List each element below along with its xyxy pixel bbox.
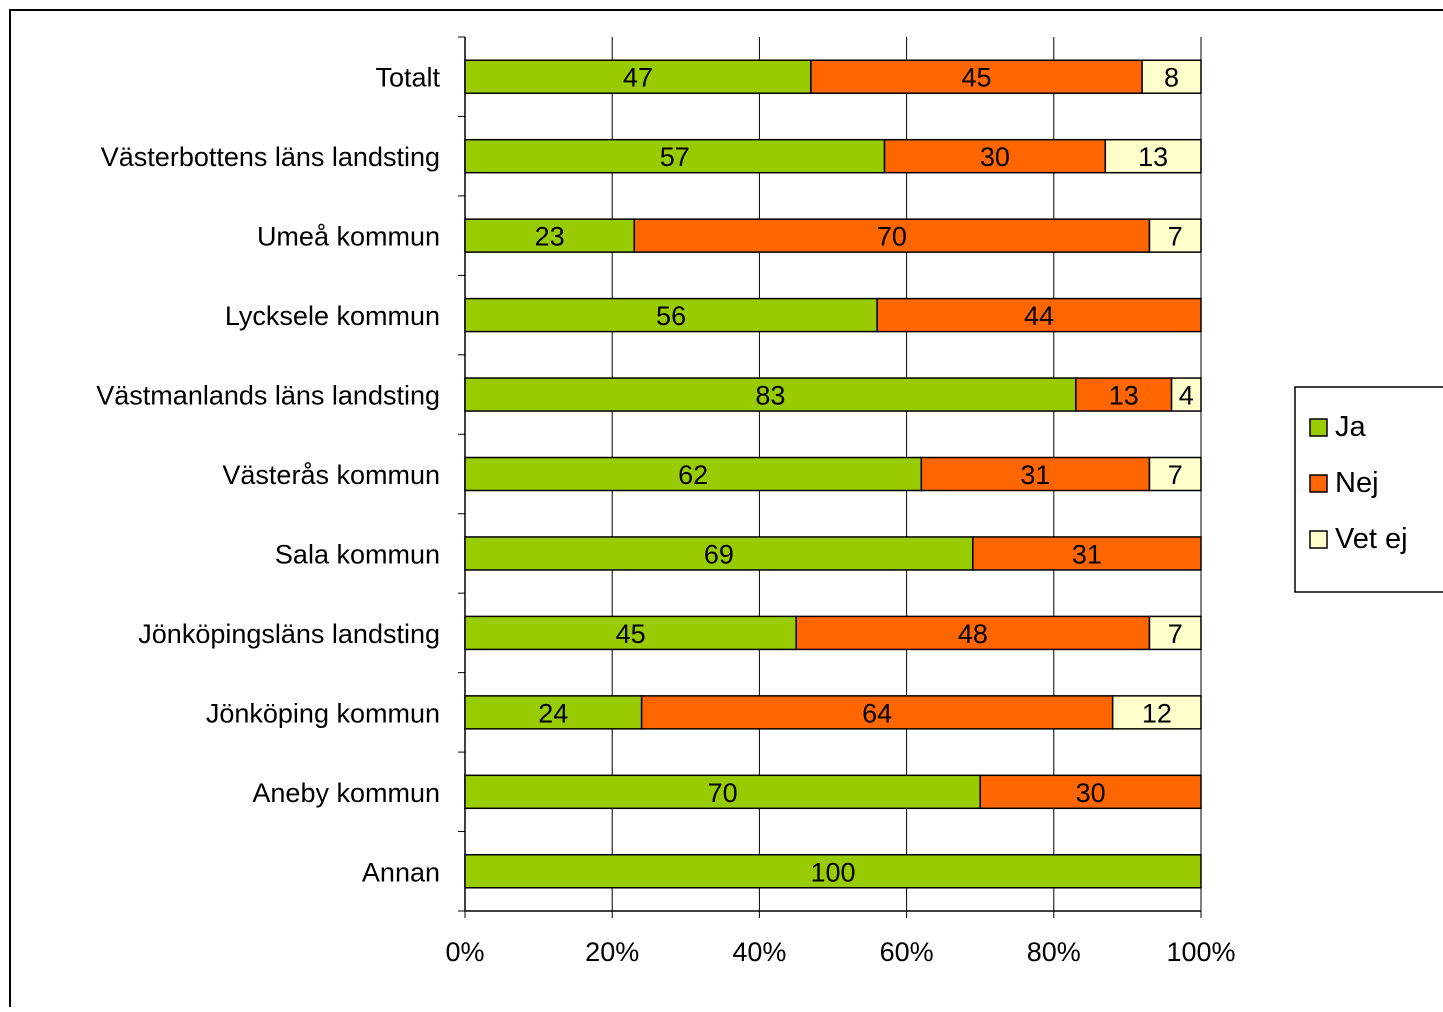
- bar-segment-vet-ej: [1148, 615, 1202, 651]
- legend-label: Ja: [1335, 411, 1367, 443]
- bar-segment-vet-ej: [1148, 218, 1202, 253]
- data-label: 30: [1076, 778, 1106, 808]
- category-label: Jönköping kommun: [206, 698, 440, 728]
- bar-segment-vet-ej: [1170, 377, 1202, 412]
- legend-label: Vet ej: [1335, 523, 1408, 555]
- x-tick-label: 100%: [1166, 937, 1235, 967]
- data-label: 47: [623, 63, 653, 93]
- category-label: Lycksele kommun: [225, 301, 440, 331]
- data-label: 62: [678, 460, 708, 490]
- data-label: 30: [980, 142, 1010, 172]
- category-label: Jönköpingsläns landsting: [138, 619, 440, 649]
- x-tick-labels: 0% 20% 40% 60% 80% 100%: [445, 937, 1235, 967]
- data-label: 7: [1168, 460, 1183, 490]
- data-label: 23: [535, 222, 565, 252]
- bar-segment-ja: [464, 695, 643, 730]
- data-label: 31: [1072, 539, 1102, 569]
- x-tick-label: 80%: [1027, 937, 1081, 967]
- x-tick-label: 40%: [732, 937, 786, 967]
- chart-frame: [9, 9, 1443, 1011]
- data-label: 31: [1020, 460, 1050, 490]
- data-label: 100: [810, 857, 855, 887]
- x-tick-label: 20%: [585, 937, 639, 967]
- bar-segment-ja: [464, 138, 886, 174]
- category-label: Sala kommun: [275, 539, 440, 569]
- bar-segment-nej: [979, 774, 1202, 810]
- bar-segment-nej: [810, 59, 1143, 94]
- legend-swatch: [1309, 530, 1328, 549]
- data-label: 13: [1138, 142, 1168, 172]
- bar-segment-ja: [464, 854, 1202, 889]
- data-label: 70: [877, 222, 907, 252]
- data-label: 24: [538, 698, 568, 728]
- bar-segment-nej: [972, 536, 1202, 571]
- category-label: Annan: [362, 857, 440, 887]
- bars: 47 45 8 57 30 13 23 70 7 56 44 83 13 4 62 31 7 69 31 45 48 7 2…: [464, 59, 1202, 889]
- data-label: 12: [1142, 698, 1172, 728]
- bar-segment-nej: [1075, 377, 1173, 412]
- legend-swatch: [1309, 474, 1328, 493]
- data-label: 64: [862, 698, 892, 728]
- data-label: 57: [660, 142, 690, 172]
- category-label: Umeå kommun: [257, 222, 440, 252]
- category-label: Västerås kommun: [222, 460, 440, 490]
- data-label: 70: [708, 778, 738, 808]
- category-label: Västerbottens läns landsting: [101, 142, 440, 172]
- category-label: Västmanlands läns landsting: [96, 381, 440, 411]
- bar-segment-ja: [464, 774, 981, 810]
- data-label: 45: [616, 619, 646, 649]
- bar-segment-ja: [464, 377, 1077, 412]
- data-label: 7: [1168, 222, 1183, 252]
- category-labels: Totalt Västerbottens läns landsting Umeå k…: [96, 63, 440, 888]
- data-label: 69: [704, 539, 734, 569]
- bar-segment-nej: [883, 138, 1107, 174]
- data-label: 8: [1164, 63, 1179, 93]
- bar-segment-vet-ej: [1104, 138, 1202, 174]
- bar-segment-nej: [633, 218, 1151, 253]
- legend: Ja Nej Vet ej: [1294, 386, 1443, 593]
- bar-segment-ja: [464, 615, 797, 651]
- bar-segment-vet-ej: [1141, 59, 1202, 94]
- bar-segment-nej: [640, 695, 1114, 730]
- bar-segment-nej: [876, 297, 1202, 333]
- bar-segment-vet-ej: [1148, 456, 1202, 492]
- bar-segment-ja: [464, 536, 974, 571]
- bar-segment-ja: [464, 218, 636, 253]
- bar-segment-ja: [464, 456, 923, 492]
- category-label: Aneby kommun: [252, 778, 440, 808]
- data-label: 44: [1024, 301, 1054, 331]
- data-label: 4: [1179, 381, 1194, 411]
- x-tick-label: 60%: [880, 937, 934, 967]
- legend-swatch: [1309, 418, 1328, 437]
- data-label: 83: [755, 381, 785, 411]
- bar-segment-vet-ej: [1111, 695, 1202, 730]
- data-label: 13: [1109, 381, 1139, 411]
- category-label: Totalt: [375, 63, 440, 93]
- data-label: 48: [958, 619, 988, 649]
- data-label: 56: [656, 301, 686, 331]
- data-label: 7: [1168, 619, 1183, 649]
- legend-label: Nej: [1335, 467, 1379, 499]
- bar-segment-nej: [795, 615, 1151, 651]
- x-tick-label: 0%: [445, 937, 484, 967]
- bar-segment-ja: [464, 297, 878, 333]
- data-label: 45: [961, 63, 991, 93]
